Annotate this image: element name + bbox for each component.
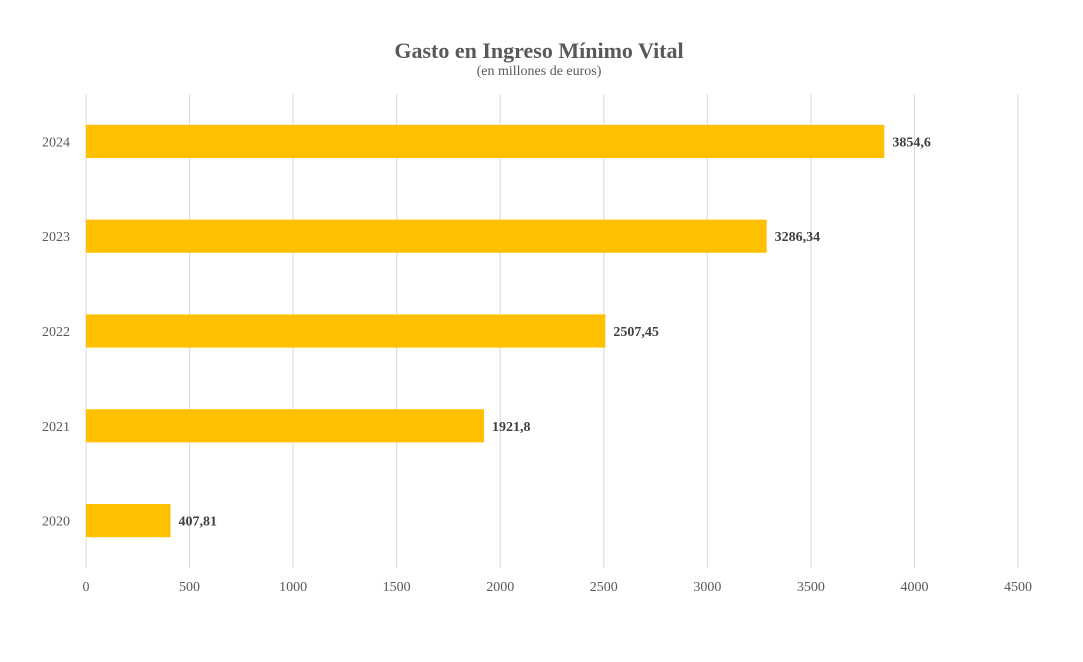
x-tick-label: 4500 xyxy=(1004,580,1032,595)
x-tick-label: 500 xyxy=(179,580,200,595)
data-label: 1921,8 xyxy=(492,420,531,435)
y-tick-label: 2021 xyxy=(42,420,70,435)
data-label: 2507,45 xyxy=(613,325,659,340)
bar-2021 xyxy=(86,409,485,443)
bar-2023 xyxy=(86,219,767,253)
x-tick-label: 3000 xyxy=(693,580,721,595)
y-tick-label: 2020 xyxy=(42,515,70,530)
data-label: 3854,6 xyxy=(892,135,931,150)
y-tick-label: 2024 xyxy=(42,135,70,150)
y-tick-label: 2023 xyxy=(42,230,70,245)
x-tick-label: 2000 xyxy=(486,580,514,595)
x-tick-label: 0 xyxy=(83,580,90,595)
y-tick-label: 2022 xyxy=(42,325,70,340)
bar-2020 xyxy=(86,504,171,538)
bar-2022 xyxy=(86,314,606,348)
x-tick-label: 3500 xyxy=(797,580,825,595)
bar-2024 xyxy=(86,124,885,158)
x-tick-label: 4000 xyxy=(900,580,928,595)
data-label: 407,81 xyxy=(178,515,217,530)
x-tick-label: 2500 xyxy=(590,580,618,595)
x-tick-label: 1000 xyxy=(279,580,307,595)
chart-title: Gasto en Ingreso Mínimo Vital xyxy=(394,38,684,63)
chart-subtitle: (en millones de euros) xyxy=(476,64,602,79)
x-tick-label: 1500 xyxy=(383,580,411,595)
data-label: 3286,34 xyxy=(775,230,821,245)
